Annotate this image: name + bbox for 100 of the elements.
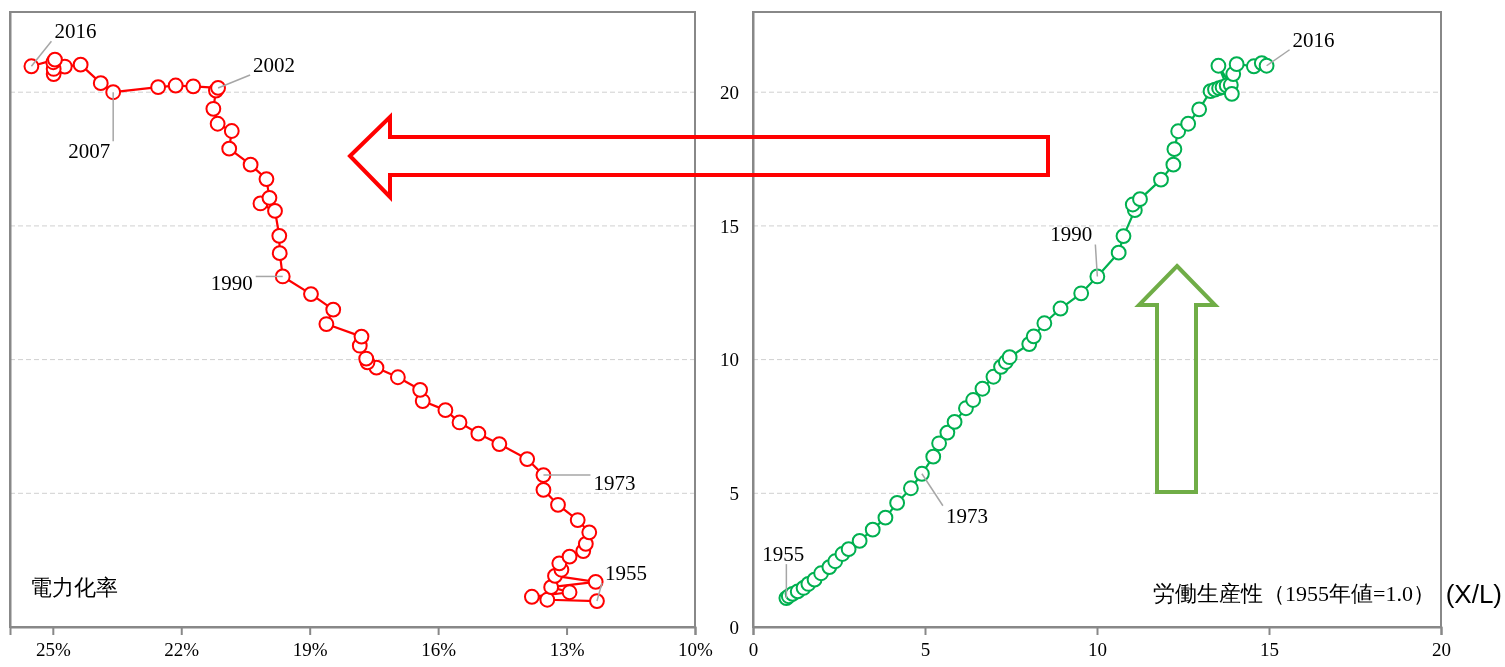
point xyxy=(974,380,991,397)
point xyxy=(965,392,982,408)
x-tick-label: 22% xyxy=(164,639,200,661)
point xyxy=(931,435,948,452)
x-tick-label: 20 xyxy=(1432,639,1451,661)
point xyxy=(939,424,956,441)
point xyxy=(150,79,167,96)
point xyxy=(1180,115,1197,132)
point xyxy=(209,115,226,132)
y-tick-label: 15 xyxy=(720,215,739,237)
point xyxy=(589,593,605,609)
point xyxy=(889,495,906,511)
point xyxy=(223,123,240,139)
point xyxy=(72,56,89,73)
point xyxy=(242,156,259,173)
annotation: 1973 xyxy=(945,503,988,528)
point xyxy=(271,227,288,244)
point xyxy=(303,286,319,302)
text: (X/L) xyxy=(1445,579,1502,609)
point xyxy=(261,189,278,206)
point xyxy=(205,100,222,117)
point xyxy=(1132,191,1148,208)
point xyxy=(1115,228,1132,244)
annotation: 1955 xyxy=(762,542,805,567)
annotation: 2007 xyxy=(68,139,111,164)
point xyxy=(1228,56,1245,73)
point xyxy=(539,591,556,608)
point xyxy=(851,533,868,549)
point xyxy=(271,245,288,262)
point xyxy=(550,496,566,513)
point xyxy=(358,350,375,367)
point xyxy=(1191,101,1208,118)
point xyxy=(523,588,540,605)
y-tick-label: 0 xyxy=(729,616,739,638)
point xyxy=(412,381,429,398)
point xyxy=(877,509,894,526)
point xyxy=(1025,328,1042,345)
point xyxy=(185,78,202,95)
point xyxy=(519,451,536,467)
point xyxy=(274,268,291,285)
point xyxy=(318,316,335,332)
point xyxy=(587,573,604,590)
annotation: 2016 xyxy=(1292,27,1335,52)
point xyxy=(1089,268,1106,285)
annotation: 2016 xyxy=(54,19,97,44)
point xyxy=(902,480,919,497)
point xyxy=(105,84,122,101)
point xyxy=(864,521,881,538)
point xyxy=(535,481,552,498)
point xyxy=(389,369,406,386)
x-tick-label: 19% xyxy=(292,639,328,661)
point xyxy=(267,203,283,219)
point xyxy=(1073,285,1090,302)
point xyxy=(1210,57,1227,74)
point xyxy=(1036,315,1053,332)
x-tick-label: 10 xyxy=(1088,639,1107,661)
point xyxy=(470,425,487,442)
annotation: 1973 xyxy=(593,471,636,496)
point xyxy=(1166,141,1183,158)
point xyxy=(925,448,942,465)
point xyxy=(535,467,552,484)
point xyxy=(840,541,857,558)
point xyxy=(92,75,109,92)
y-tick-label: 10 xyxy=(720,349,739,371)
point xyxy=(561,584,578,601)
x-tick-label: 0 xyxy=(748,639,759,661)
point xyxy=(569,512,586,528)
point xyxy=(1258,57,1275,74)
point xyxy=(167,77,184,94)
x-axis-title: 電力化率 xyxy=(30,575,118,600)
point xyxy=(353,328,370,345)
point xyxy=(491,436,508,452)
x-axis-title: 労働生産性（1955年値=1.0） xyxy=(1153,581,1435,606)
point xyxy=(325,301,342,318)
point xyxy=(1001,349,1018,366)
point xyxy=(258,171,275,188)
point xyxy=(1153,171,1169,188)
annotation: 2002 xyxy=(253,52,296,77)
point xyxy=(1165,156,1182,173)
point xyxy=(23,58,40,75)
annotation: 1955 xyxy=(604,561,647,586)
point xyxy=(913,465,930,482)
x-tick-label: 10% xyxy=(678,639,714,661)
y-tick-label: 20 xyxy=(720,81,739,103)
x-tick-label: 13% xyxy=(549,639,585,661)
y-tick-label: 5 xyxy=(729,482,739,504)
x-tick-label: 25% xyxy=(35,639,71,661)
point xyxy=(451,414,468,431)
point xyxy=(946,414,963,430)
point xyxy=(581,524,598,541)
point xyxy=(1110,244,1127,261)
point xyxy=(437,402,454,419)
point xyxy=(1223,85,1240,102)
x-tick-label: 15 xyxy=(1260,639,1279,661)
point xyxy=(221,140,238,157)
point xyxy=(561,548,578,565)
x-tick-label: 5 xyxy=(920,639,931,661)
annotation: 1990 xyxy=(1050,222,1093,247)
x-tick-label: 16% xyxy=(421,639,457,661)
point xyxy=(1052,300,1069,317)
